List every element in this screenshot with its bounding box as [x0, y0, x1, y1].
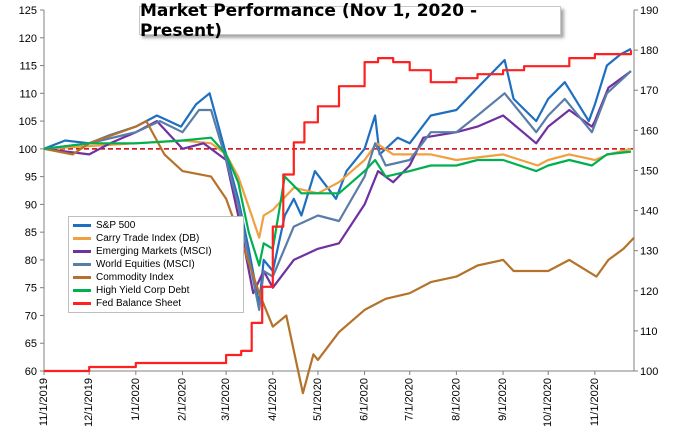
- left-tick-label: 60: [25, 366, 37, 378]
- legend-item: World Equities (MSCI): [73, 258, 239, 271]
- chart-title: Market Performance (Nov 1, 2020 - Presen…: [140, 0, 478, 41]
- x-tick-label: 10/1/2020: [542, 378, 554, 427]
- right-tick-label: 110: [640, 326, 658, 338]
- legend-item: Fed Balance Sheet: [73, 297, 239, 310]
- series-line-fed-balance-sheet: [44, 50, 633, 373]
- x-tick-label: 9/1/2020: [497, 378, 509, 421]
- x-tick-label: 8/1/2020: [450, 378, 462, 421]
- x-tick-label: 3/1/2020: [220, 378, 232, 421]
- chart-title-box: Market Performance (Nov 1, 2020 - Presen…: [139, 1, 561, 41]
- x-tick-label: 4/1/2020: [267, 378, 279, 421]
- left-y-axis: 60 65 70 75 80 85 90 95 100 105 110 115 120 125: [19, 5, 45, 378]
- chart-legend: S&P 500 Carry Trade Index (DB) Emerging Ma…: [68, 216, 244, 313]
- legend-label: High Yield Corp Debt: [96, 285, 190, 296]
- right-tick-label: 170: [640, 85, 658, 97]
- plot-area: [43, 47, 635, 395]
- legend-label: Carry Trade Index (DB): [96, 233, 200, 244]
- legend-label: S&P 500: [96, 220, 136, 231]
- left-tick-label: 65: [25, 338, 37, 350]
- x-tick-label: 1/1/2020: [130, 378, 142, 421]
- legend-swatch: [73, 250, 91, 253]
- legend-swatch: [73, 224, 91, 227]
- left-tick-label: 100: [19, 144, 37, 156]
- series-line-commodity-index: [43, 120, 635, 395]
- legend-label: World Equities (MSCI): [96, 259, 195, 270]
- right-tick-label: 140: [640, 206, 658, 218]
- right-tick-label: 120: [640, 286, 658, 298]
- right-y-axis: 100 110 120 130 140 150 160 170 180 190: [633, 5, 658, 378]
- legend-swatch: [73, 237, 91, 240]
- left-tick-label: 115: [19, 61, 37, 73]
- right-tick-label: 100: [640, 366, 658, 378]
- legend-item: Commodity Index: [73, 271, 239, 284]
- legend-swatch: [73, 263, 91, 266]
- series-line-world-equities-msci: [43, 70, 632, 311]
- legend-swatch: [73, 276, 91, 279]
- x-tick-label: 2/1/2020: [176, 378, 188, 421]
- right-tick-label: 150: [640, 165, 658, 177]
- x-tick-label: 6/1/2020: [359, 378, 371, 421]
- x-axis: 11/1/2019 12/1/2019 1/1/2020 2/1/2020 3/1/20…: [38, 370, 634, 427]
- legend-swatch: [73, 289, 91, 292]
- x-tick-label: 11/1/2020: [589, 378, 601, 426]
- left-tick-label: 90: [25, 199, 37, 211]
- legend-swatch: [73, 302, 91, 305]
- legend-item: Carry Trade Index (DB): [73, 232, 239, 245]
- series-line-high-yield-corp-debt: [43, 136, 632, 267]
- legend-label: Commodity Index: [96, 272, 174, 283]
- right-tick-label: 160: [640, 125, 658, 137]
- x-tick-label: 5/1/2020: [312, 378, 324, 421]
- series-line-emerging-markets-msci: [43, 70, 632, 295]
- left-tick-label: 120: [19, 33, 37, 45]
- left-tick-label: 75: [25, 283, 37, 295]
- legend-item: Emerging Markets (MSCI): [73, 245, 239, 258]
- series-line-s-p-500: [43, 47, 632, 306]
- legend-item: High Yield Corp Debt: [73, 284, 239, 297]
- x-tick-label: 7/1/2020: [404, 378, 416, 421]
- left-tick-label: 80: [25, 255, 37, 267]
- right-tick-label: 190: [640, 5, 658, 17]
- legend-label: Fed Balance Sheet: [96, 298, 182, 309]
- series-line-carry-trade-index-db: [43, 139, 632, 239]
- legend-item: S&P 500: [73, 219, 239, 232]
- right-tick-label: 130: [640, 246, 658, 258]
- left-tick-label: 95: [25, 172, 37, 184]
- left-tick-label: 85: [25, 227, 37, 239]
- legend-label: Emerging Markets (MSCI): [96, 246, 212, 257]
- right-tick-label: 180: [640, 45, 658, 57]
- left-tick-label: 110: [19, 88, 37, 100]
- x-tick-label: 12/1/2019: [83, 378, 95, 427]
- left-tick-label: 105: [19, 116, 37, 128]
- left-tick-label: 125: [19, 5, 37, 17]
- left-tick-label: 70: [25, 310, 37, 322]
- x-tick-label: 11/1/2019: [38, 378, 50, 426]
